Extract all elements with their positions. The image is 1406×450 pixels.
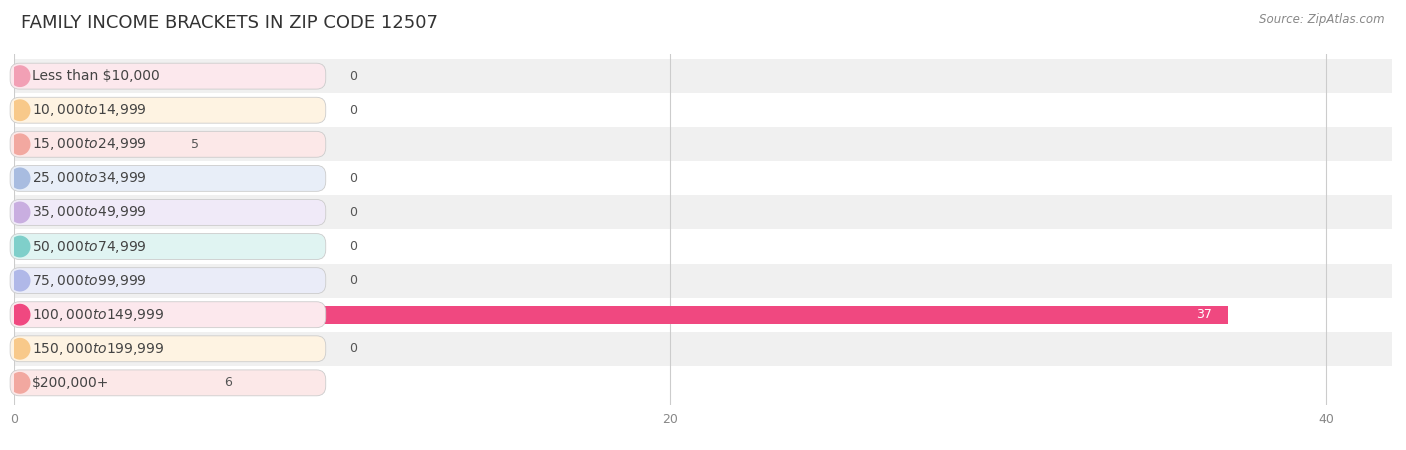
Bar (14, 332, 1392, 366)
Bar (14, 374, 211, 392)
FancyBboxPatch shape (10, 131, 326, 157)
Text: $10,000 to $14,999: $10,000 to $14,999 (32, 102, 146, 118)
Bar (14, 230, 1392, 264)
Text: Source: ZipAtlas.com: Source: ZipAtlas.com (1260, 14, 1385, 27)
Circle shape (10, 66, 30, 86)
FancyBboxPatch shape (10, 302, 326, 328)
Bar (14, 297, 1392, 332)
FancyBboxPatch shape (10, 268, 326, 293)
Text: $150,000 to $199,999: $150,000 to $199,999 (32, 341, 165, 357)
Text: 6: 6 (224, 376, 232, 389)
Circle shape (10, 305, 30, 325)
Bar (14, 135, 179, 153)
FancyBboxPatch shape (10, 97, 326, 123)
Circle shape (10, 100, 30, 121)
Text: 0: 0 (349, 104, 357, 117)
Text: 0: 0 (349, 206, 357, 219)
FancyBboxPatch shape (10, 199, 326, 225)
Text: $35,000 to $49,999: $35,000 to $49,999 (32, 204, 146, 220)
Bar (14, 195, 1392, 230)
Circle shape (10, 202, 30, 223)
Text: $75,000 to $99,999: $75,000 to $99,999 (32, 273, 146, 288)
Bar (14, 127, 1392, 162)
FancyBboxPatch shape (10, 336, 326, 362)
Text: FAMILY INCOME BRACKETS IN ZIP CODE 12507: FAMILY INCOME BRACKETS IN ZIP CODE 12507 (21, 14, 439, 32)
Bar (14, 162, 1392, 195)
Bar (14, 59, 1392, 93)
Bar (14, 264, 1392, 297)
Text: 0: 0 (349, 274, 357, 287)
Circle shape (10, 168, 30, 189)
Text: 0: 0 (349, 172, 357, 185)
Circle shape (10, 134, 30, 154)
Text: 37: 37 (1195, 308, 1212, 321)
Circle shape (10, 338, 30, 359)
Text: Less than $10,000: Less than $10,000 (32, 69, 160, 83)
Text: 5: 5 (191, 138, 200, 151)
Text: $100,000 to $149,999: $100,000 to $149,999 (32, 307, 165, 323)
Text: $15,000 to $24,999: $15,000 to $24,999 (32, 136, 146, 152)
Text: 0: 0 (349, 342, 357, 355)
Circle shape (10, 236, 30, 257)
FancyBboxPatch shape (10, 370, 326, 396)
FancyBboxPatch shape (10, 166, 326, 191)
Bar (14, 306, 1227, 324)
FancyBboxPatch shape (10, 63, 326, 89)
Circle shape (10, 270, 30, 291)
Text: 0: 0 (349, 240, 357, 253)
Text: 0: 0 (349, 70, 357, 83)
Text: $50,000 to $74,999: $50,000 to $74,999 (32, 238, 146, 255)
Text: $200,000+: $200,000+ (32, 376, 110, 390)
Bar (14, 366, 1392, 400)
FancyBboxPatch shape (10, 234, 326, 260)
Circle shape (10, 373, 30, 393)
Text: $25,000 to $34,999: $25,000 to $34,999 (32, 171, 146, 186)
Bar (14, 93, 1392, 127)
